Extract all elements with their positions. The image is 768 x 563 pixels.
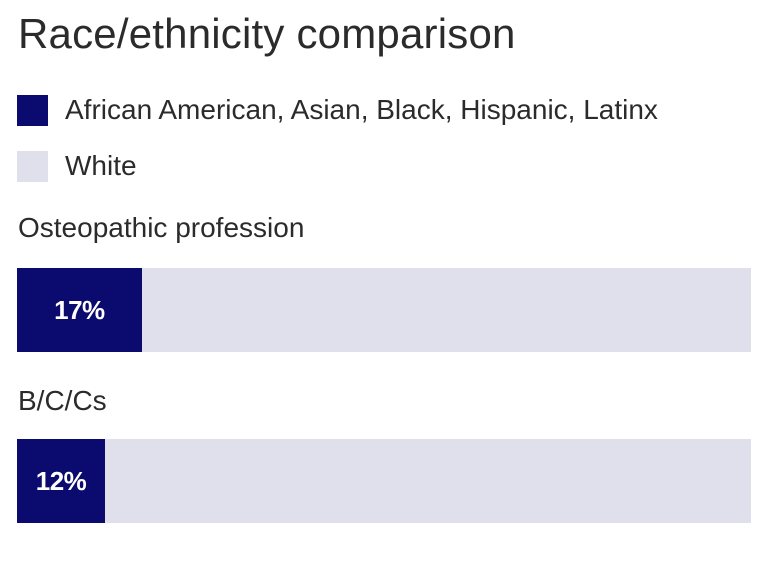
chart-title: Race/ethnicity comparison [18,10,516,57]
legend-item-white: White [17,149,137,183]
bar-segment-minority-osteopathic: 17% [17,268,142,352]
data-label-osteopathic: 17% [54,294,105,325]
legend-swatch-minority [17,94,48,126]
bar-segment-minority-bccs: 12% [17,439,106,523]
bar-track-osteopathic: 17% [17,268,751,352]
bar-segment-white-bccs [105,439,751,523]
legend-item-minority: African American, Asian, Black, Hispanic… [17,93,658,127]
legend-swatch-white [17,150,48,182]
category-label-bccs: B/C/Cs [18,385,107,416]
data-label-bccs: 12% [35,465,87,496]
legend-label-minority: African American, Asian, Black, Hispanic… [65,94,658,125]
bar-segment-white-osteopathic [141,268,751,352]
legend-label-white: White [65,150,137,181]
bar-track-bccs: 12% [17,439,751,523]
category-label-osteopathic: Osteopathic profession [18,212,305,243]
